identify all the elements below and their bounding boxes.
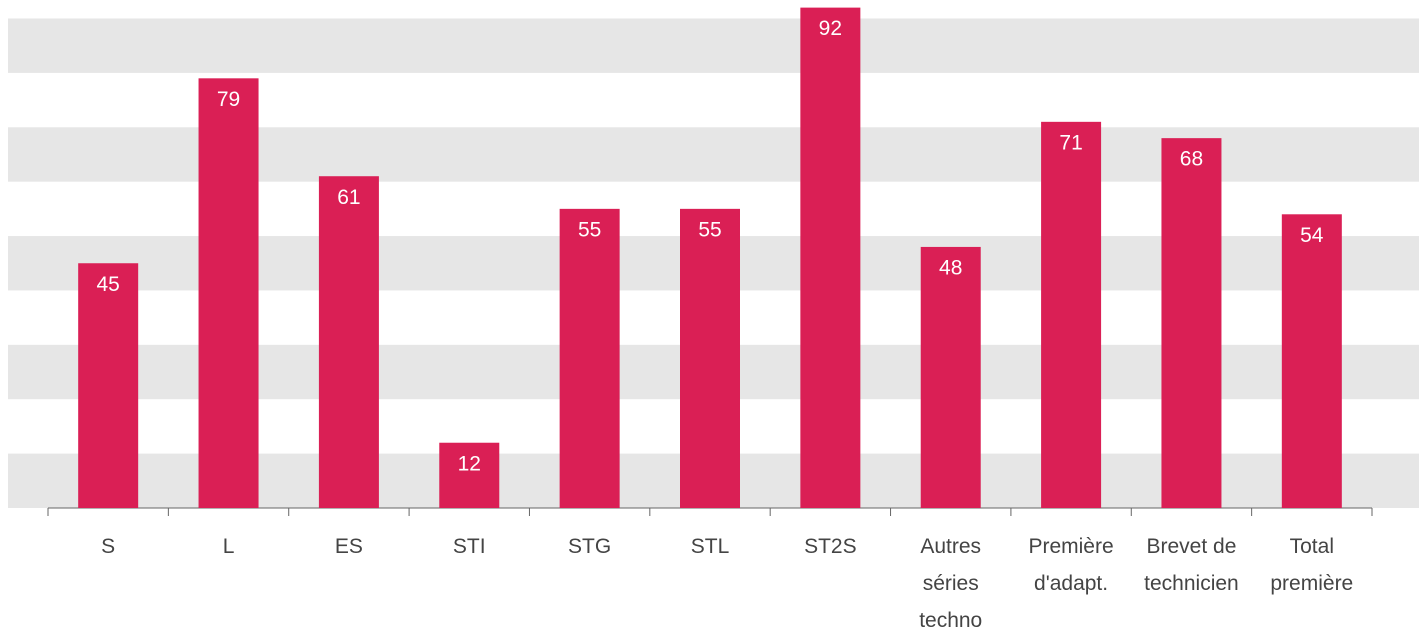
grid-band — [8, 18, 1419, 73]
value-label: 54 — [1300, 224, 1324, 247]
x-tick-label: STG — [568, 535, 612, 558]
value-label: 55 — [578, 218, 601, 241]
x-tick-label: Brevet de technicien — [1144, 535, 1239, 595]
value-label: 68 — [1180, 148, 1203, 171]
value-label: 45 — [97, 273, 120, 296]
bar — [680, 208, 740, 508]
x-tick-label: ST2S — [804, 535, 857, 558]
value-label: 92 — [819, 17, 842, 40]
bar — [318, 176, 379, 508]
bar — [1161, 138, 1222, 508]
x-tick-label: STI — [452, 535, 486, 558]
bar — [198, 78, 259, 508]
bar — [1041, 121, 1102, 508]
value-label: 12 — [458, 452, 481, 475]
bar — [78, 263, 139, 508]
x-tick-label: Première d'adapt. — [1028, 535, 1114, 595]
value-label: 71 — [1059, 131, 1082, 154]
x-tick-label: ES — [334, 535, 363, 558]
value-label: 55 — [698, 218, 721, 241]
x-tick-label: Autres séries techno — [919, 535, 983, 632]
x-tick-label: L — [222, 535, 235, 558]
bar — [800, 7, 861, 508]
value-label: 61 — [337, 186, 360, 209]
bar — [439, 442, 500, 508]
x-tick-label: S — [101, 535, 116, 558]
value-label: 48 — [939, 256, 962, 279]
x-tick-label: Total première — [1270, 535, 1354, 595]
bar — [559, 208, 620, 508]
x-tick-label: STL — [690, 535, 730, 558]
bar — [1281, 214, 1342, 508]
bar — [920, 246, 981, 509]
value-label: 79 — [217, 88, 240, 111]
